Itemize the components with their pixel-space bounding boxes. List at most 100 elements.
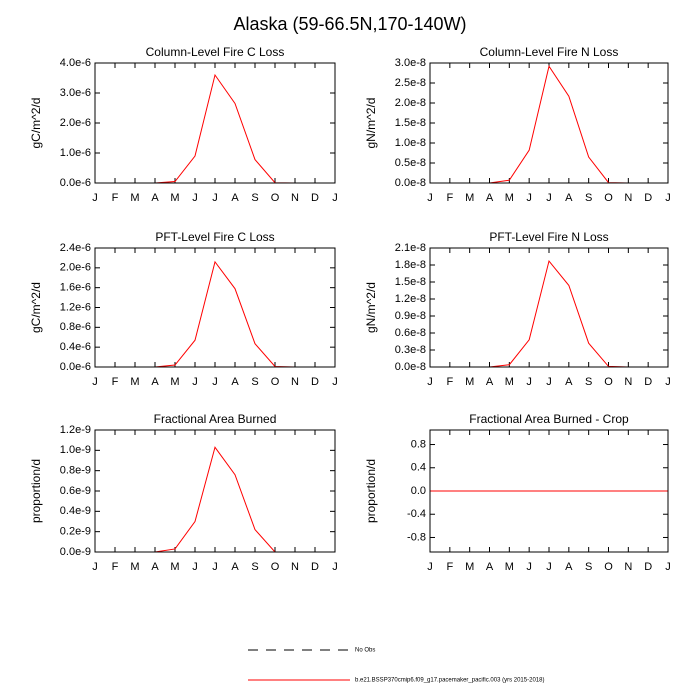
y-tick-label: -0.4	[407, 508, 426, 520]
x-tick-label: M	[130, 192, 139, 204]
x-tick-label: A	[565, 376, 573, 388]
y-tick-label: 2.0e-6	[60, 117, 91, 129]
y-tick-label: 1.2e-8	[395, 293, 426, 305]
x-tick-label: N	[624, 192, 632, 204]
x-tick-label: J	[332, 376, 338, 388]
x-tick-label: J	[212, 561, 218, 573]
x-tick-label: O	[604, 192, 613, 204]
plot-frame	[94, 247, 336, 368]
x-tick-label: D	[644, 376, 652, 388]
plot-frame	[94, 429, 336, 553]
y-tick-label: 0.6e-8	[395, 327, 426, 339]
x-tick-label: F	[446, 561, 453, 573]
y-tick-label: 1.0e-6	[60, 147, 91, 159]
y-tick-label: 0.9e-8	[395, 310, 426, 322]
x-tick-label: A	[151, 376, 159, 388]
data-line	[430, 64, 668, 184]
figure-title: Alaska (59-66.5N,170-140W)	[233, 14, 466, 34]
x-tick-label: J	[212, 376, 218, 388]
x-tick-label: A	[231, 192, 239, 204]
y-tick-label: 0.0e-6	[60, 177, 91, 189]
x-tick-label: A	[565, 561, 573, 573]
x-tick-label: D	[311, 192, 319, 204]
x-tick-label: O	[271, 376, 280, 388]
y-tick-label: 1.5e-8	[395, 117, 426, 129]
x-tick-label: N	[291, 561, 299, 573]
y-axis-label: proportion/d	[364, 459, 378, 523]
y-axis-label: gN/m^2/d	[364, 98, 378, 149]
x-tick-label: M	[130, 561, 139, 573]
x-tick-label: J	[192, 376, 198, 388]
plot-frame	[429, 429, 669, 553]
y-tick-label: 1.0e-8	[395, 137, 426, 149]
y-tick-label: 1.8e-8	[395, 259, 426, 271]
x-tick-label: J	[427, 561, 433, 573]
data-line	[95, 446, 335, 553]
x-tick-label: O	[604, 561, 613, 573]
x-tick-label: N	[624, 561, 632, 573]
plot-frame	[94, 62, 336, 184]
x-tick-label: D	[644, 192, 652, 204]
y-tick-label: 0.0e-9	[60, 546, 91, 558]
x-tick-label: A	[486, 376, 494, 388]
y-tick-label: 1.2e-6	[60, 301, 91, 313]
y-tick-label: 0.0e-8	[395, 177, 426, 189]
x-tick-label: J	[192, 561, 198, 573]
x-tick-label: M	[505, 192, 514, 204]
y-tick-label: 0.0e-8	[395, 361, 426, 373]
y-tick-label: 0.4e-6	[60, 341, 91, 353]
x-tick-label: N	[624, 376, 632, 388]
y-tick-label: 2.0e-6	[60, 262, 91, 274]
y-tick-label: 2.0e-8	[395, 97, 426, 109]
x-tick-label: J	[546, 376, 552, 388]
x-tick-label: A	[486, 561, 494, 573]
y-tick-label: 2.4e-6	[60, 242, 91, 254]
x-tick-label: M	[170, 561, 179, 573]
x-tick-label: J	[92, 376, 98, 388]
x-tick-label: J	[92, 192, 98, 204]
x-tick-label: S	[251, 376, 258, 388]
x-tick-label: D	[311, 376, 319, 388]
data-line	[95, 73, 335, 184]
x-tick-label: A	[231, 376, 239, 388]
y-tick-label: 0.8	[411, 438, 426, 450]
y-tick-label: 0.3e-8	[395, 344, 426, 356]
x-tick-label: A	[565, 192, 573, 204]
x-tick-label: M	[170, 192, 179, 204]
x-tick-label: M	[465, 376, 474, 388]
x-tick-label: J	[92, 561, 98, 573]
x-tick-label: J	[526, 376, 532, 388]
x-tick-label: J	[665, 192, 671, 204]
x-tick-label: O	[271, 561, 280, 573]
y-tick-label: 2.5e-8	[395, 77, 426, 89]
x-tick-label: N	[291, 192, 299, 204]
panel-title: Fractional Area Burned	[154, 412, 277, 426]
x-tick-label: O	[271, 192, 280, 204]
x-tick-label: N	[291, 376, 299, 388]
x-tick-label: S	[585, 376, 592, 388]
x-tick-label: M	[505, 376, 514, 388]
y-tick-label: 0.0	[411, 485, 426, 497]
y-tick-label: 3.0e-8	[395, 57, 426, 69]
panel-title: Column-Level Fire C Loss	[146, 45, 285, 59]
x-tick-label: O	[604, 376, 613, 388]
y-tick-label: 1.5e-8	[395, 276, 426, 288]
x-tick-label: J	[665, 376, 671, 388]
x-tick-label: J	[212, 192, 218, 204]
y-axis-label: gC/m^2/d	[29, 282, 43, 333]
panel-title: PFT-Level Fire C Loss	[155, 230, 274, 244]
y-tick-label: 2.1e-8	[395, 242, 426, 254]
x-tick-label: S	[585, 561, 592, 573]
x-tick-label: M	[465, 192, 474, 204]
x-tick-label: J	[427, 376, 433, 388]
panel-title: Fractional Area Burned - Crop	[469, 412, 629, 426]
y-axis-label: gC/m^2/d	[29, 98, 43, 149]
x-tick-label: J	[332, 192, 338, 204]
x-tick-label: J	[332, 561, 338, 573]
y-tick-label: 4.0e-6	[60, 57, 91, 69]
x-tick-label: M	[130, 376, 139, 388]
y-tick-label: 1.6e-6	[60, 282, 91, 294]
data-line	[430, 259, 668, 368]
